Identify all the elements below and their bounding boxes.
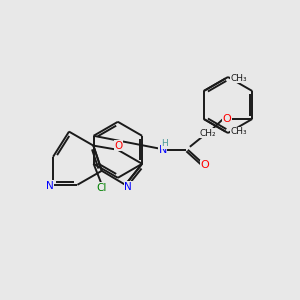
Text: N: N [46, 181, 54, 191]
Text: N: N [158, 145, 167, 155]
Text: O: O [223, 114, 231, 124]
Text: N: N [124, 182, 132, 192]
Text: CH₂: CH₂ [199, 128, 216, 137]
Text: CH₃: CH₃ [231, 127, 247, 136]
Text: O: O [115, 141, 123, 151]
Text: O: O [200, 160, 209, 170]
Text: H: H [161, 139, 168, 148]
Text: Cl: Cl [97, 183, 107, 193]
Text: CH₃: CH₃ [231, 74, 247, 83]
